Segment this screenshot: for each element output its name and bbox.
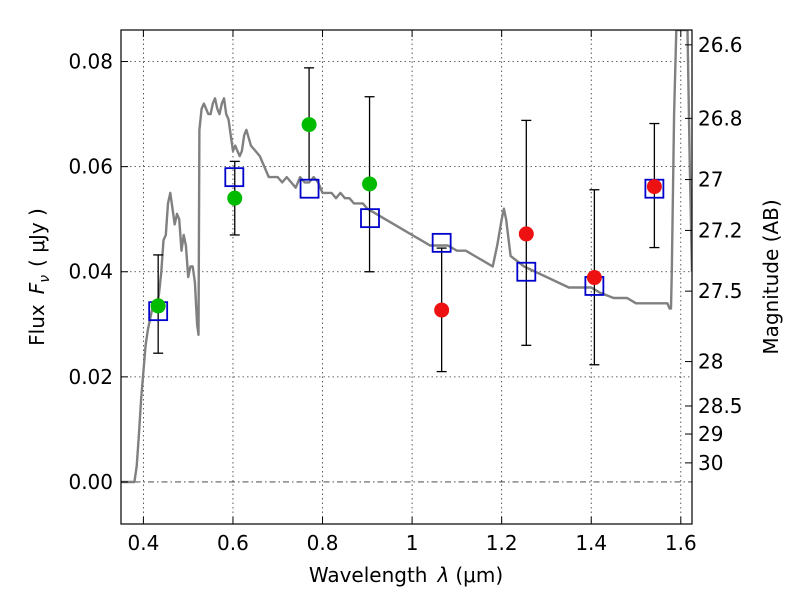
y-tick-label: 0.00 (68, 470, 113, 494)
right-tick-label: 28.5 (698, 394, 743, 418)
y-tick-label: 0.06 (68, 155, 113, 179)
x-tick-label: 0.6 (217, 531, 249, 555)
right-tick-label: 26.8 (698, 106, 743, 130)
red-point (586, 270, 602, 286)
green-point (301, 117, 317, 133)
model-square-point (299, 178, 320, 199)
model-square-point (516, 261, 537, 282)
model-square-point (224, 167, 245, 188)
model-sed-line (121, 30, 692, 484)
right-tick-label: 30 (698, 451, 723, 475)
green-point (150, 298, 166, 314)
plot-area (121, 30, 692, 484)
y-axis-label: FluxFν( μJy ) (25, 208, 53, 346)
right-tick-label: 29 (698, 422, 723, 446)
right-axis-label: Magnitude (AB) (759, 199, 783, 354)
x-tick-label: 1.2 (486, 531, 518, 555)
right-tick-label: 27.5 (698, 279, 743, 303)
red-point (646, 179, 662, 195)
x-tick-label: 1.6 (665, 531, 697, 555)
red-point (434, 302, 450, 318)
green-point (227, 190, 243, 206)
x-tick-label: 1 (406, 531, 419, 555)
red-point (518, 226, 534, 242)
grid (121, 30, 692, 524)
y-tick-label: 0.04 (68, 260, 113, 284)
y-tick-label: 0.08 (68, 50, 113, 74)
x-tick-label: 1.4 (575, 531, 607, 555)
right-tick-label: 27 (698, 168, 723, 192)
axes: 0.4 0.6 0.8 1 1.2 1.4 1.6 0.00 0.02 0.04 0.06 0.08 2… (68, 30, 743, 555)
right-tick-label: 26.6 (698, 33, 743, 57)
model-square-point (360, 208, 380, 229)
y-tick-label: 0.02 (68, 365, 113, 389)
x-tick-label: 0.8 (307, 531, 339, 555)
plot-frame (120, 29, 693, 525)
x-tick-label: 0.4 (127, 531, 159, 555)
x-axis-label: Wavelength λ (μm) (309, 563, 503, 587)
green-point (362, 176, 378, 192)
model-square-point (431, 232, 452, 253)
right-tick-label: 28 (698, 350, 723, 374)
right-tick-label: 27.2 (698, 218, 743, 242)
